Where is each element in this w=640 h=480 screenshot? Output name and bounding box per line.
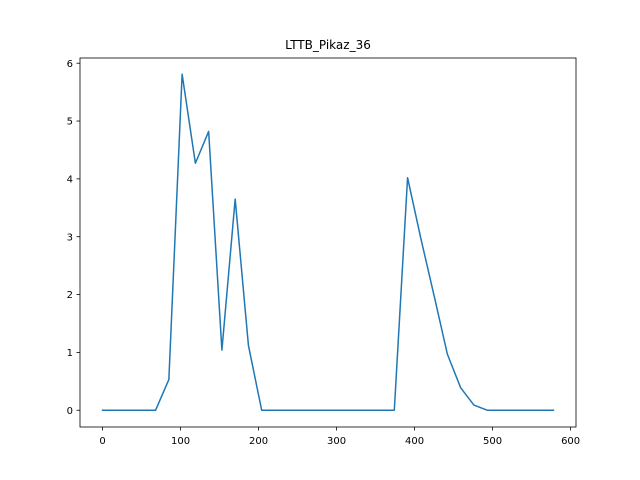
series-line — [101, 73, 555, 411]
x-tick-label: 0 — [99, 436, 105, 447]
x-tick-label: 300 — [327, 436, 346, 447]
x-tick-label: 200 — [249, 436, 268, 447]
x-tick-label: 500 — [483, 436, 502, 447]
x-axis: 0 100 200 300 400 500 600 — [99, 427, 580, 447]
y-tick-label: 5 — [67, 117, 73, 128]
x-tick-label: 100 — [171, 436, 190, 447]
y-tick-label: 1 — [67, 348, 73, 359]
y-tick-label: 3 — [67, 232, 73, 243]
x-tick-label: 600 — [561, 436, 580, 447]
y-axis: 0 1 2 3 4 5 6 — [67, 59, 80, 417]
y-tick-label: 6 — [67, 59, 73, 70]
x-tick-label: 400 — [405, 436, 424, 447]
y-tick-label: 2 — [67, 290, 73, 301]
chart-title: LTTB_Pikaz_36 — [285, 38, 371, 52]
plot-area — [101, 73, 555, 411]
y-tick-label: 0 — [67, 406, 73, 417]
y-tick-label: 4 — [67, 174, 73, 185]
axes-frame — [79, 57, 577, 428]
